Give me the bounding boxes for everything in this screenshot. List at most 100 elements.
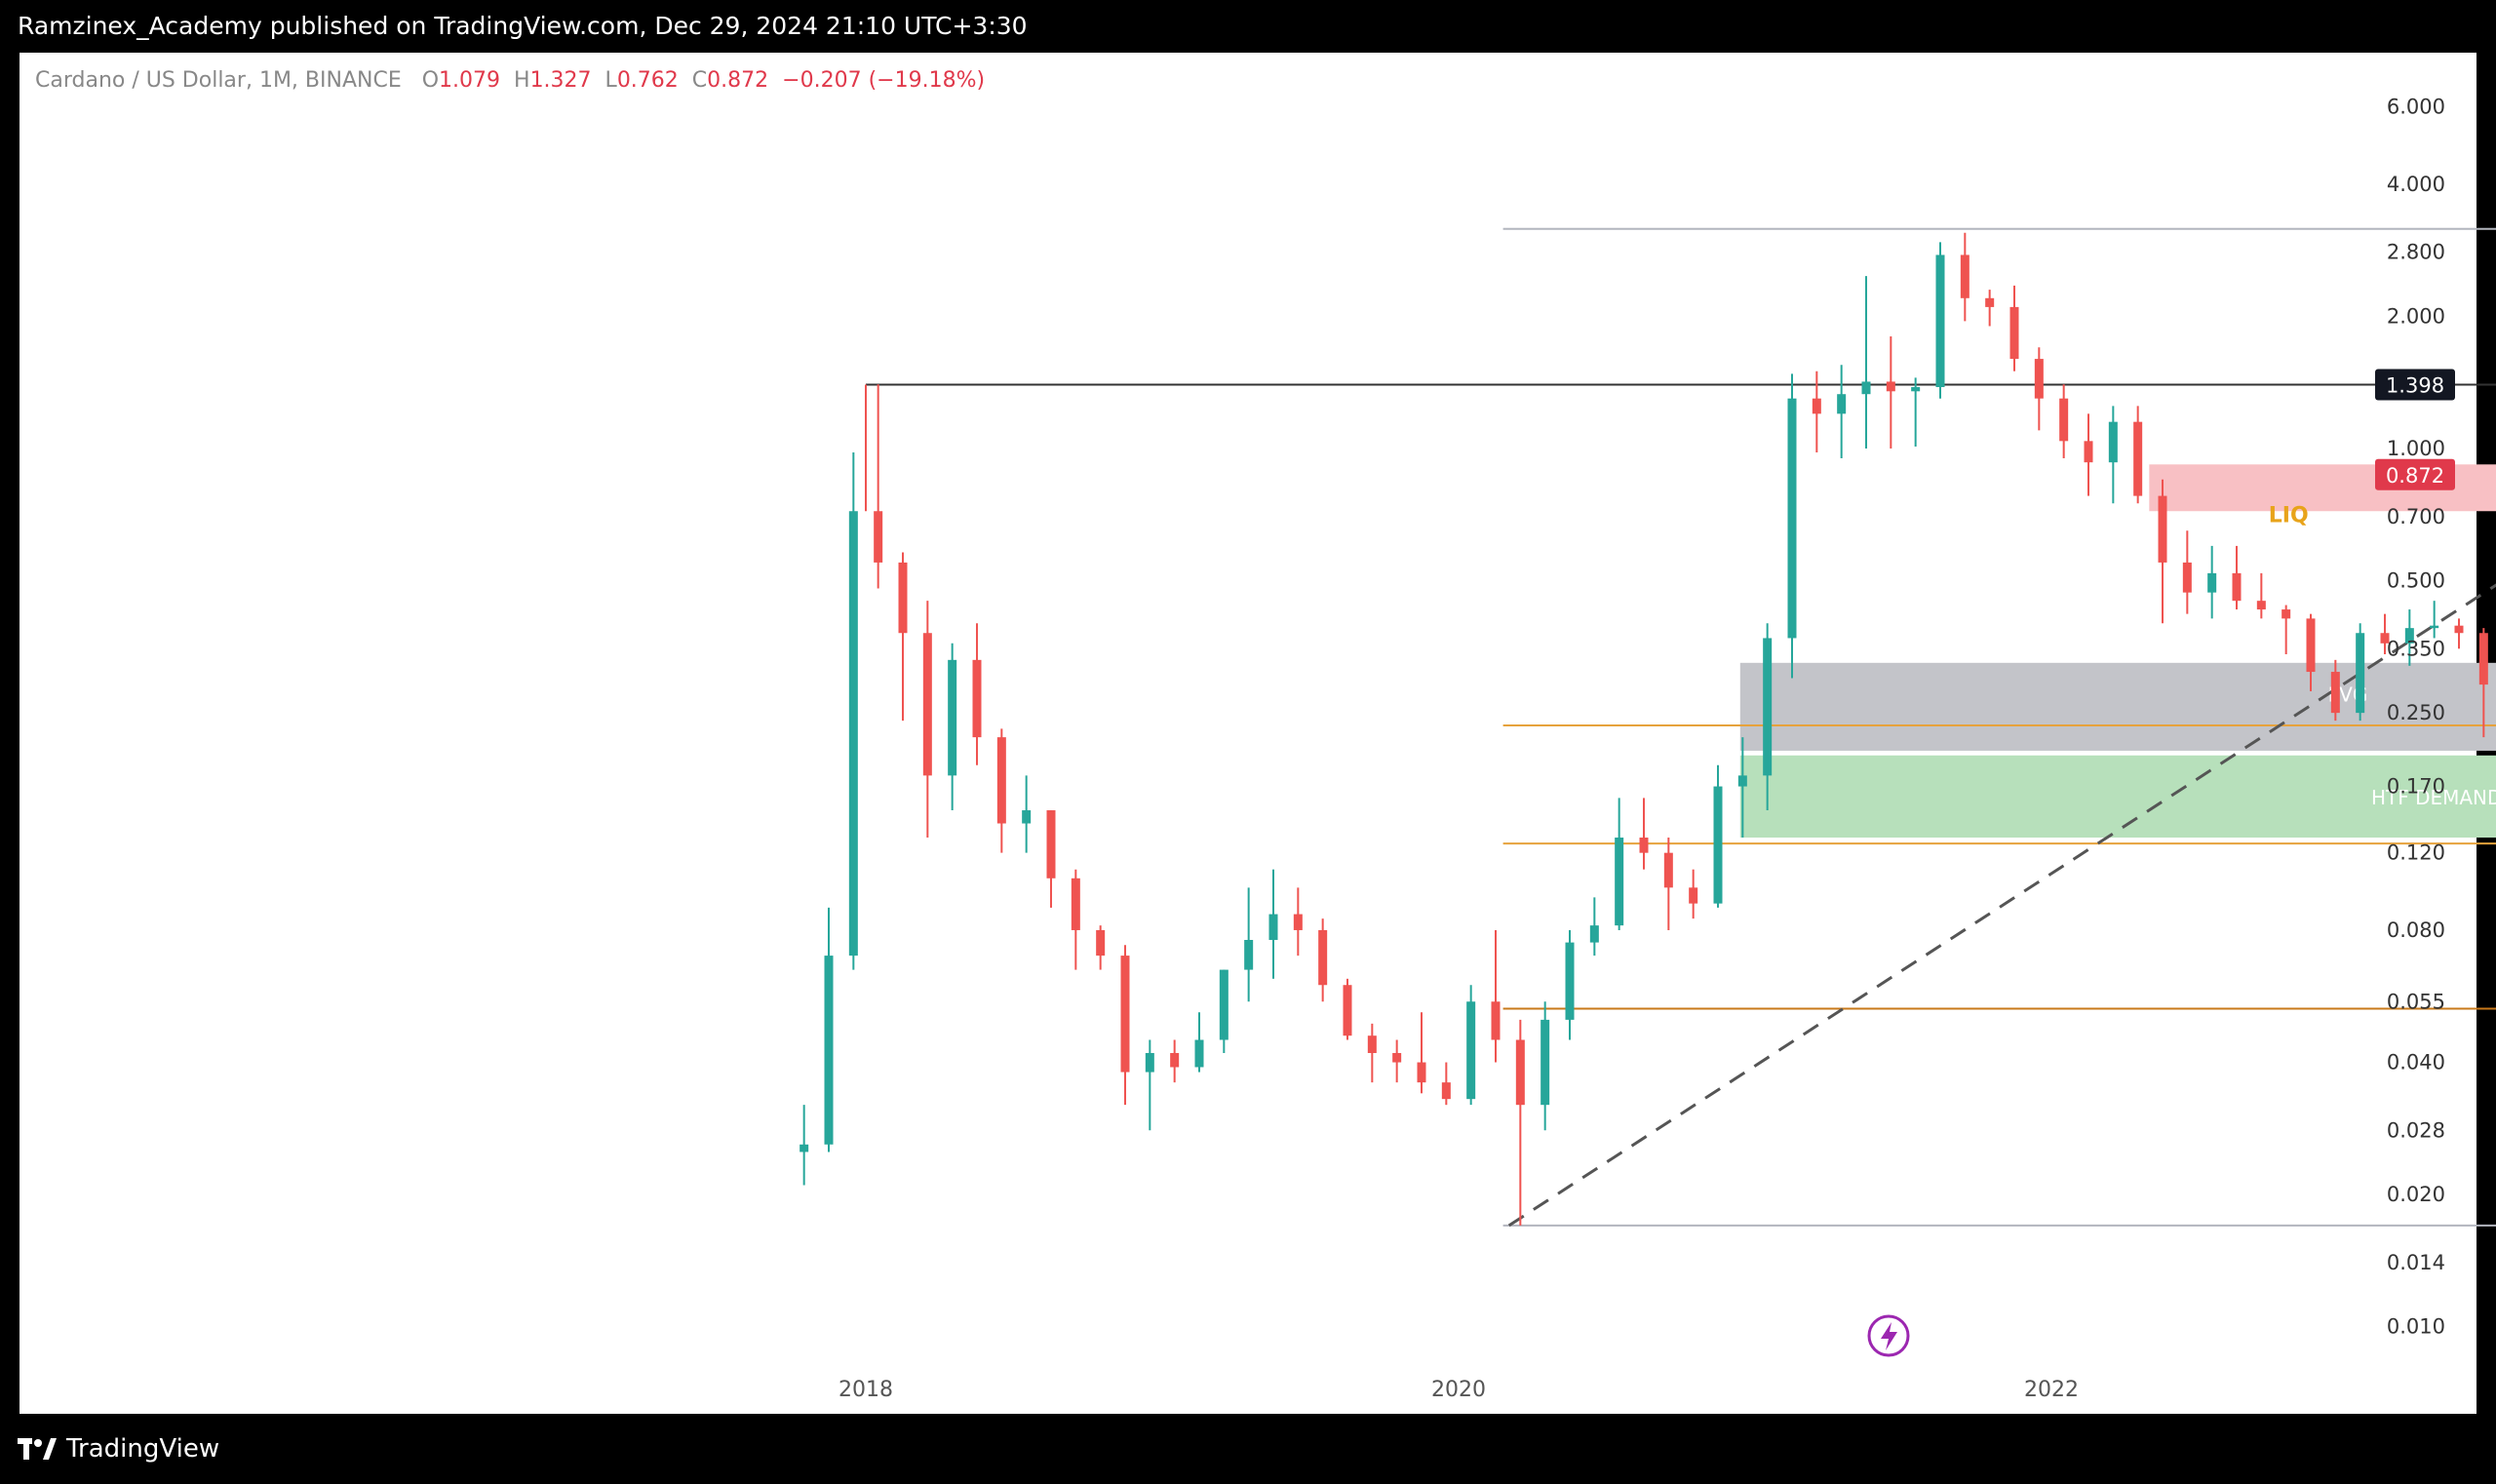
candle-body <box>2158 495 2167 563</box>
candle-body <box>2356 633 2365 714</box>
legend-low-label: L <box>604 68 617 93</box>
candle-body <box>1812 398 1821 414</box>
candle-body <box>824 956 834 1145</box>
candle-body <box>1911 387 1921 392</box>
candle-body <box>1763 638 1773 776</box>
legend-open-label: O <box>421 68 440 93</box>
price-tag: 0.872 <box>2386 464 2444 488</box>
legend-open: 1.079 <box>439 68 501 93</box>
candle-body <box>1540 1019 1550 1106</box>
y-tick-label: 4.000 <box>2387 173 2445 196</box>
candle-body <box>2059 398 2069 442</box>
candle-body <box>2430 625 2439 629</box>
trendline <box>1507 583 2496 1228</box>
candle-body <box>1935 254 1945 388</box>
candle-body <box>2256 601 2266 610</box>
legend-change: −0.207 (−19.18%) <box>782 68 986 93</box>
tradingview-logo[interactable]: TradingView <box>18 1429 219 1468</box>
candle-body <box>1861 381 1871 395</box>
candle-body <box>1737 775 1747 787</box>
candle-body <box>1565 942 1575 1020</box>
candle-body <box>1615 838 1624 926</box>
candle-body <box>1985 297 1995 307</box>
legend-high-label: H <box>514 68 530 93</box>
y-tick-label: 0.014 <box>2387 1251 2445 1274</box>
candle-body <box>2108 421 2118 463</box>
candle-body <box>2330 672 2340 714</box>
lightning-icon[interactable] <box>1867 1314 1910 1357</box>
candle-body <box>1170 1052 1180 1068</box>
candle-body <box>1491 1001 1501 1040</box>
y-tick-label: 0.080 <box>2387 918 2445 942</box>
candle-body <box>800 1144 809 1152</box>
candle-body <box>1194 1039 1204 1068</box>
candle-body <box>898 562 908 634</box>
y-tick-label: 0.250 <box>2387 701 2445 724</box>
candle-body <box>2207 572 2217 593</box>
legend-close-label: C <box>691 68 708 93</box>
y-tick-label: 0.020 <box>2387 1183 2445 1206</box>
y-tick-label: 0.700 <box>2387 505 2445 528</box>
y-tick-label: 1.000 <box>2387 437 2445 460</box>
y-tick-label: 0.040 <box>2387 1051 2445 1074</box>
y-tick-label: 2.800 <box>2387 241 2445 264</box>
candle-body <box>1120 956 1130 1073</box>
candle-body <box>2380 633 2390 644</box>
legend-close: 0.872 <box>707 68 769 93</box>
candle-body <box>2232 572 2242 602</box>
zone-demand <box>1739 755 2496 839</box>
candlestick-chart[interactable]: SUPPLYFVGDEMANDHTF DEMAND0.00% (3.164)50… <box>0 0 2496 1414</box>
candle-body <box>1663 852 1673 888</box>
candle-body <box>2478 633 2488 685</box>
candle-body <box>2306 618 2316 673</box>
candle-body <box>874 511 883 563</box>
candle-body <box>1441 1082 1451 1100</box>
zone-fvg <box>1739 662 2496 751</box>
candle-body <box>2009 306 2019 360</box>
candle-body <box>2404 628 2414 644</box>
candle-body <box>972 659 982 738</box>
price-tag-bg <box>2375 369 2455 401</box>
candle-body <box>2133 421 2143 496</box>
publisher-header: Ramzinex_Academy published on TradingVie… <box>18 12 1028 40</box>
y-tick-label: 0.028 <box>2387 1118 2445 1142</box>
price-tag: 1.398 <box>2386 373 2444 397</box>
x-tick-label: 2018 <box>838 1378 893 1402</box>
candle-body <box>1244 940 1254 970</box>
candle-body <box>1466 1001 1476 1100</box>
y-tick-label: 0.350 <box>2387 637 2445 660</box>
candle-body <box>1589 925 1599 943</box>
candle-body <box>1145 1052 1154 1073</box>
candle-body <box>1367 1035 1377 1053</box>
candle-body <box>1689 887 1698 904</box>
y-tick-label: 0.500 <box>2387 569 2445 593</box>
candle-body <box>1046 810 1056 879</box>
candle-body <box>1293 914 1303 930</box>
y-tick-label: 6.000 <box>2387 96 2445 119</box>
candle-body <box>996 737 1006 824</box>
candle-body <box>1071 878 1080 930</box>
legend-symbol: Cardano / US Dollar, 1M, BINANCE <box>35 68 402 93</box>
candle-body <box>1022 810 1032 824</box>
y-tick-label: 0.120 <box>2387 841 2445 865</box>
candle-body <box>1515 1039 1525 1106</box>
candle-body <box>948 659 957 776</box>
x-tick-label: 2020 <box>1431 1378 1486 1402</box>
candle-body <box>922 633 932 776</box>
candle-body <box>1787 398 1797 639</box>
x-tick-label: 2022 <box>2024 1378 2079 1402</box>
candle-body <box>1417 1062 1426 1083</box>
annotation-label: LIQ <box>2269 503 2309 527</box>
legend-high: 1.327 <box>529 68 592 93</box>
candle-body <box>2282 609 2291 619</box>
candle-body <box>1960 254 1970 298</box>
candle-body <box>848 511 858 957</box>
candle-body <box>2454 625 2464 634</box>
zone-label-demand: HTF DEMAND <box>2371 786 2496 809</box>
y-tick-label: 0.170 <box>2387 775 2445 799</box>
tradingview-logo-icon <box>18 1438 57 1460</box>
candle-body <box>2034 359 2044 399</box>
footer-bar: TradingView <box>0 1414 2496 1484</box>
y-tick-label: 0.055 <box>2387 990 2445 1013</box>
legend-low: 0.762 <box>616 68 679 93</box>
